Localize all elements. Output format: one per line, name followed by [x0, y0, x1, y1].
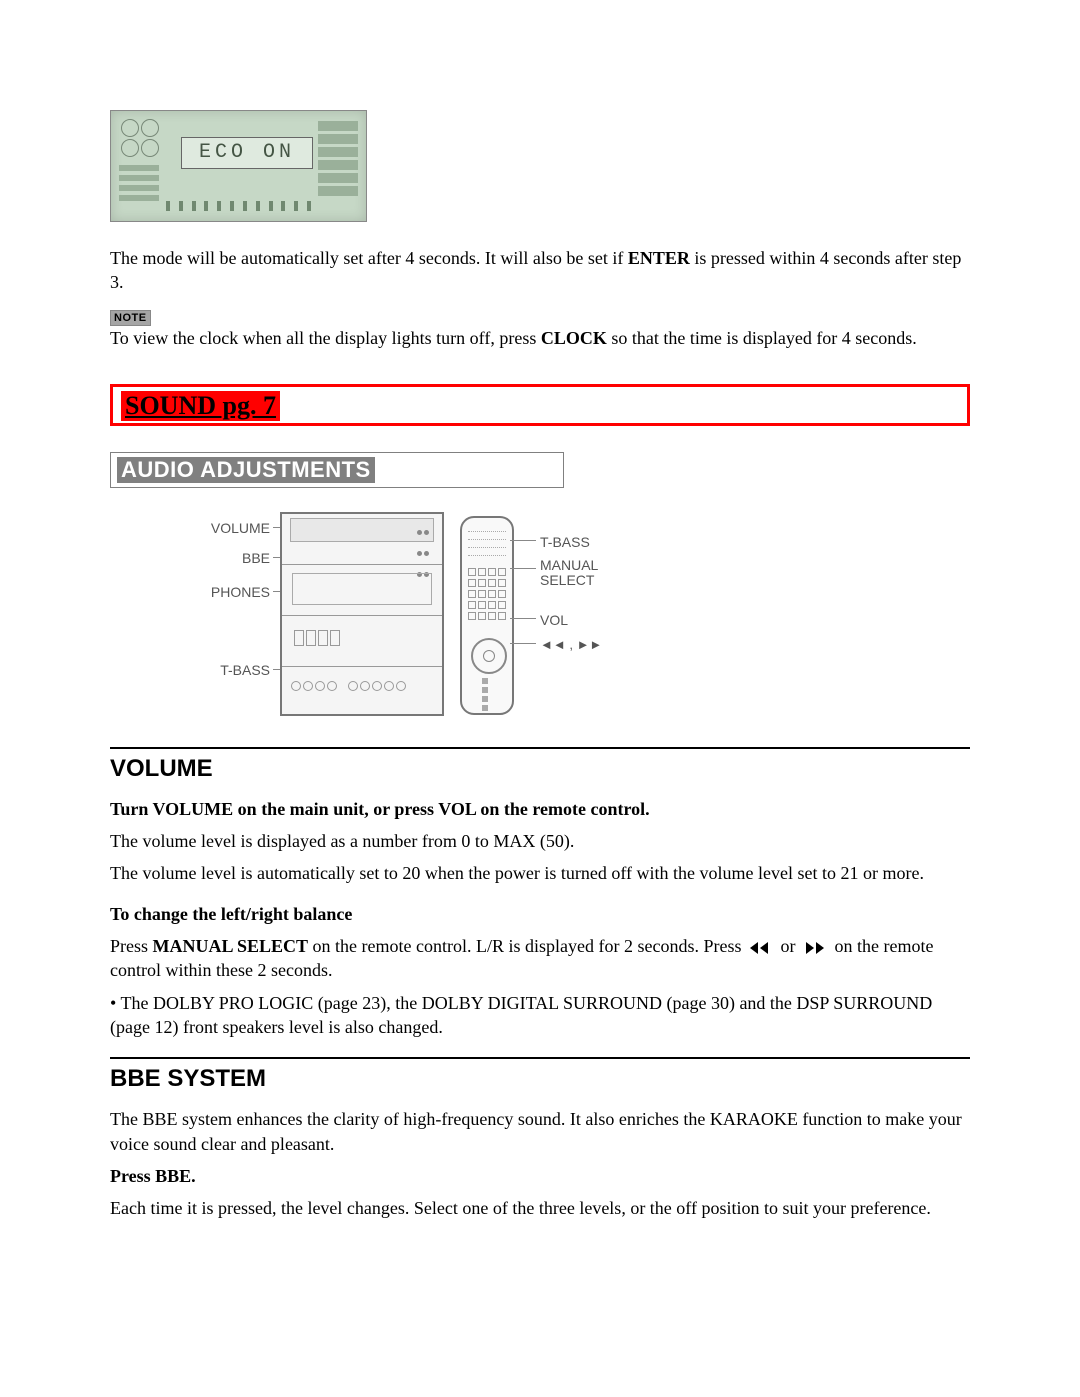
remote-control-illustration	[460, 516, 514, 715]
sub-banner-text: AUDIO ADJUSTMENTS	[117, 457, 375, 483]
callout-volume: VOLUME	[110, 520, 270, 536]
forward-double-icon	[800, 941, 830, 955]
lead-line	[510, 540, 536, 541]
balance-text-a: Press	[110, 936, 153, 956]
balance-subheading: To change the left/right balance	[110, 902, 970, 926]
intro-text-a: The mode will be automatically set after…	[110, 248, 628, 268]
lcd-right-decor	[318, 121, 358, 201]
section-banner-sound: SOUND pg. 7	[110, 384, 970, 426]
volume-instruction-bold: Turn VOLUME on the main unit, or press V…	[110, 797, 970, 821]
lead-line	[510, 618, 536, 619]
lcd-left-decor	[119, 119, 169, 209]
section-banner-text: SOUND pg. 7	[121, 391, 280, 421]
note-clock-bold: CLOCK	[541, 328, 607, 348]
balance-text-b: on the remote control. L/R is displayed …	[308, 936, 746, 956]
volume-auto-text: The volume level is automatically set to…	[110, 861, 970, 885]
volume-range-text: The volume level is displayed as a numbe…	[110, 829, 970, 853]
callout-vol: VOL	[540, 612, 568, 628]
section-rule	[110, 747, 970, 749]
intro-enter-bold: ENTER	[628, 248, 690, 268]
manual-page: ECO ON The mode will be automatically se…	[0, 0, 1080, 1288]
bbe-press: Press BBE.	[110, 1164, 970, 1188]
section-rule	[110, 1057, 970, 1059]
balance-manual-select-bold: MANUAL SELECT	[153, 936, 309, 956]
callout-tbass-right: T-BASS	[540, 534, 590, 550]
sub-banner-audio-adjustments: AUDIO ADJUSTMENTS	[110, 452, 564, 488]
callout-phones: PHONES	[110, 584, 270, 600]
heading-bbe: BBE SYSTEM	[110, 1065, 970, 1093]
rewind-double-icon	[746, 941, 776, 955]
callout-tbass-left: T-BASS	[110, 662, 270, 678]
intro-paragraph: The mode will be automatically set after…	[110, 246, 970, 295]
lcd-ticks	[166, 201, 311, 213]
heading-volume: VOLUME	[110, 755, 970, 783]
stereo-unit-illustration	[280, 512, 444, 716]
callout-seek-arrows: ◄◄ , ►►	[540, 637, 602, 652]
callout-manual-select: MANUAL SELECT	[540, 558, 598, 589]
bbe-levels: Each time it is pressed, the level chang…	[110, 1196, 970, 1220]
balance-bullet: • The DOLBY PRO LOGIC (page 23), the DOL…	[110, 991, 970, 1040]
balance-or: or	[776, 936, 800, 956]
lead-line	[510, 568, 536, 569]
lead-line	[510, 643, 536, 644]
lcd-text: ECO ON	[181, 137, 313, 169]
audio-controls-diagram: VOLUME BBE PHONES T-BASS	[110, 502, 670, 717]
note-text-b: so that the time is displayed for 4 seco…	[607, 328, 917, 348]
callout-manual: MANUAL SELECT	[540, 557, 598, 588]
note-badge: NOTE	[110, 310, 151, 326]
note-text-a: To view the clock when all the display l…	[110, 328, 541, 348]
bbe-description: The BBE system enhances the clarity of h…	[110, 1107, 970, 1156]
callout-bbe: BBE	[110, 550, 270, 566]
balance-instruction: Press MANUAL SELECT on the remote contro…	[110, 934, 970, 983]
note-paragraph: To view the clock when all the display l…	[110, 326, 970, 350]
lcd-display-figure: ECO ON	[110, 110, 367, 222]
